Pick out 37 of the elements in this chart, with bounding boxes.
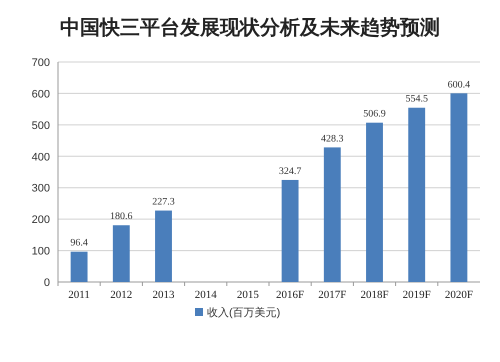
bar	[112, 225, 130, 282]
x-tick-label: 2020F	[444, 289, 473, 301]
chart-title: 中国快三平台发展现状分析及未来趋势预测	[60, 16, 440, 39]
x-tick-label: 2017F	[318, 289, 346, 301]
data-label: 600.4	[448, 79, 470, 90]
bar	[450, 93, 468, 282]
legend-收入(百万美元): 收入(百万美元)	[195, 307, 280, 319]
x-tick-label: 2019F	[402, 289, 431, 301]
bar	[408, 108, 426, 282]
x-tick-label: 2011	[68, 289, 90, 301]
y-tick-label: 0	[44, 277, 50, 289]
data-label: 428.3	[321, 133, 344, 144]
x-tick-label: 2015	[236, 289, 260, 301]
data-label: 554.5	[405, 94, 428, 105]
data-label: 180.6	[110, 211, 133, 222]
x-tick-label: 2012	[110, 289, 132, 301]
x-tick-label: 2016F	[276, 289, 304, 301]
y-tick-label: 600	[32, 88, 50, 100]
x-tick-label: 2013	[152, 289, 175, 301]
y-tick-label: 700	[32, 57, 50, 69]
x-tick-label: 2018F	[360, 289, 389, 301]
legend-label: 收入(百万美元)	[207, 306, 280, 319]
data-label: 227.3	[152, 196, 175, 208]
bar	[155, 210, 172, 282]
y-tick-label: 300	[32, 182, 50, 195]
y-tick-label: 200	[32, 214, 50, 226]
data-label: 506.9	[363, 108, 386, 120]
y-tick-label: 400	[32, 151, 50, 164]
bar	[366, 122, 383, 282]
bar	[282, 180, 299, 282]
data-label: 324.7	[278, 166, 302, 177]
y-tick-label: 500	[32, 120, 50, 132]
bar	[324, 147, 341, 282]
data-label: 96.4	[70, 238, 88, 249]
x-tick-label: 2014	[194, 289, 218, 301]
y-tick-label: 100	[32, 246, 50, 258]
bar	[70, 252, 88, 282]
